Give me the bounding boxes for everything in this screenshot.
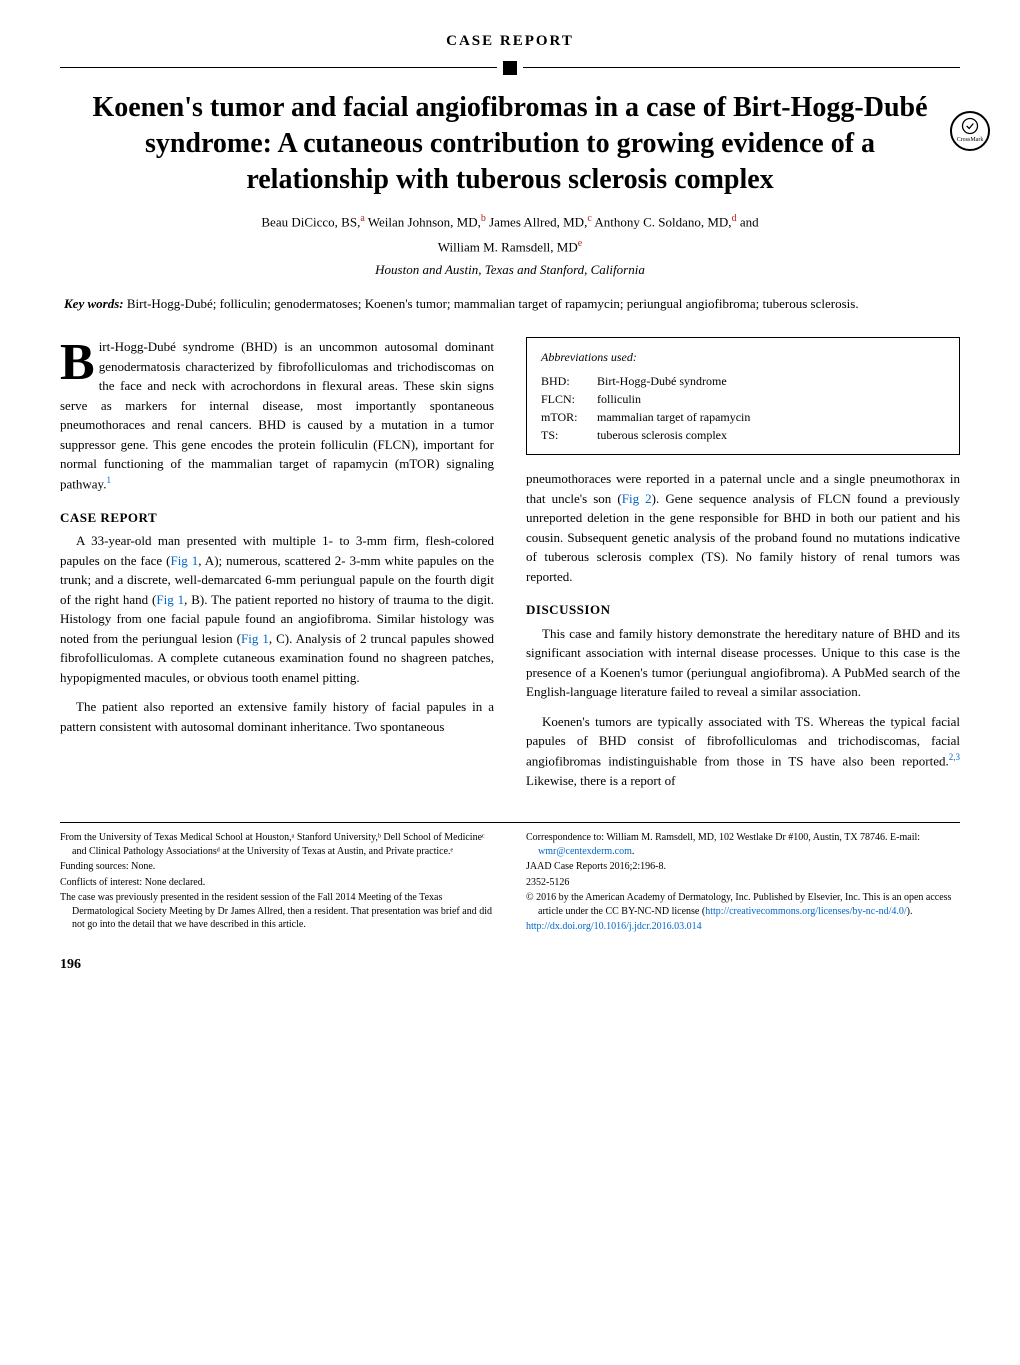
footer-rule (60, 822, 960, 823)
author-5: William M. Ramsdell, MD (438, 239, 578, 254)
footer-funding: Funding sources: None. (60, 860, 494, 874)
abbrev-val: mammalian target of rapamycin (597, 408, 750, 426)
corr-text-b: . (632, 846, 635, 857)
keywords-label: Key words: (64, 296, 124, 311)
corr-email-link[interactable]: wmr@centexderm.com (538, 846, 632, 857)
abbrev-key: TS: (541, 426, 597, 444)
right-col-p1: pneumothoraces were reported in a patern… (526, 469, 960, 586)
fig2-link[interactable]: Fig 2 (622, 491, 652, 506)
affil-sup-a: a (360, 213, 364, 224)
affil-sup-b: b (481, 213, 486, 224)
footer-copyright: © 2016 by the American Academy of Dermat… (526, 891, 960, 918)
abbreviations-box: Abbreviations used: BHD: Birt-Hogg-Dubé … (526, 337, 960, 455)
fig1-link-c[interactable]: Fig 1 (241, 631, 269, 646)
author-and: and (740, 214, 759, 229)
right-column: Abbreviations used: BHD: Birt-Hogg-Dubé … (526, 337, 960, 800)
abbrev-key: BHD: (541, 372, 597, 390)
affiliation-cities: Houston and Austin, Texas and Stanford, … (60, 260, 960, 280)
section-divider (60, 61, 960, 75)
section-label: CASE REPORT (60, 30, 960, 53)
case-report-p2: The patient also reported an extensive f… (60, 697, 494, 736)
divider-line-right (523, 67, 960, 68)
case-report-p1: A 33-year-old man presented with multipl… (60, 531, 494, 687)
doi-link[interactable]: http://dx.doi.org/10.1016/j.jdcr.2016.03… (526, 921, 702, 932)
left-column: Birt-Hogg-Dubé syndrome (BHD) is an unco… (60, 337, 494, 800)
cc-license-link[interactable]: http://creativecommons.org/licenses/by-n… (705, 906, 906, 917)
affil-sup-c: c (587, 213, 591, 224)
abbreviations-title: Abbreviations used: (541, 348, 945, 366)
footer-affiliations: From the University of Texas Medical Sch… (60, 831, 494, 858)
footer-left: From the University of Texas Medical Sch… (60, 831, 494, 936)
intro-paragraph: Birt-Hogg-Dubé syndrome (BHD) is an unco… (60, 337, 494, 493)
divider-square (503, 61, 517, 75)
crossmark-label: CrossMark (957, 136, 984, 145)
author-3: James Allred, MD, (489, 214, 587, 229)
affil-sup-d: d (732, 213, 737, 224)
affil-sup-e: e (578, 238, 582, 249)
footer-correspondence: Correspondence to: William M. Ramsdell, … (526, 831, 960, 858)
discussion-p1: This case and family history demonstrate… (526, 624, 960, 702)
page-number: 196 (60, 954, 960, 975)
disc-p2-a: Koenen's tumors are typically associated… (526, 714, 960, 768)
abbrev-row: BHD: Birt-Hogg-Dubé syndrome (541, 372, 945, 390)
copyright-b: ). (907, 906, 913, 917)
ref-cite-1[interactable]: 1 (106, 475, 111, 485)
discussion-heading: DISCUSSION (526, 600, 960, 620)
abbrev-val: Birt-Hogg-Dubé syndrome (597, 372, 727, 390)
keywords-text: Birt-Hogg-Dubé; folliculin; genodermatos… (124, 296, 859, 311)
intro-text: irt-Hogg-Dubé syndrome (BHD) is an uncom… (60, 339, 494, 491)
dropcap: B (60, 341, 95, 385)
footer-citation: JAAD Case Reports 2016;2:196-8. (526, 860, 960, 874)
abbrev-row: TS: tuberous sclerosis complex (541, 426, 945, 444)
body-two-column: Birt-Hogg-Dubé syndrome (BHD) is an unco… (60, 337, 960, 800)
crossmark-icon (960, 116, 980, 136)
abbrev-key: FLCN: (541, 390, 597, 408)
divider-line-left (60, 67, 497, 68)
authors-line-2: William M. Ramsdell, MDe (60, 236, 960, 257)
footer-right: Correspondence to: William M. Ramsdell, … (526, 831, 960, 936)
abbrev-val: tuberous sclerosis complex (597, 426, 727, 444)
footer-conflicts: Conflicts of interest: None declared. (60, 876, 494, 890)
keywords-block: Key words: Birt-Hogg-Dubé; folliculin; g… (60, 294, 960, 314)
disc-p2-b: Likewise, there is a report of (526, 773, 675, 788)
author-1: Beau DiCicco, BS, (261, 214, 360, 229)
footer-doi: http://dx.doi.org/10.1016/j.jdcr.2016.03… (526, 920, 960, 934)
abbrev-row: FLCN: folliculin (541, 390, 945, 408)
case-report-heading: CASE REPORT (60, 508, 494, 528)
corr-text-a: Correspondence to: William M. Ramsdell, … (526, 832, 920, 843)
footer-prior-presentation: The case was previously presented in the… (60, 891, 494, 932)
fig1-link-b[interactable]: Fig 1 (156, 592, 184, 607)
discussion-p2: Koenen's tumors are typically associated… (526, 712, 960, 790)
author-4: Anthony C. Soldano, MD, (594, 214, 731, 229)
authors-line-1: Beau DiCicco, BS,a Weilan Johnson, MD,b … (60, 211, 960, 232)
fig1-link-a[interactable]: Fig 1 (170, 553, 198, 568)
article-title: Koenen's tumor and facial angiofibromas … (60, 90, 960, 199)
footer-issn: 2352-5126 (526, 876, 960, 890)
abbrev-key: mTOR: (541, 408, 597, 426)
footer-block: From the University of Texas Medical Sch… (60, 831, 960, 936)
abbrev-row: mTOR: mammalian target of rapamycin (541, 408, 945, 426)
author-2: Weilan Johnson, MD, (368, 214, 481, 229)
abbrev-val: folliculin (597, 390, 641, 408)
ref-cite-23[interactable]: 2,3 (949, 752, 960, 762)
crossmark-badge[interactable]: CrossMark (950, 111, 990, 151)
